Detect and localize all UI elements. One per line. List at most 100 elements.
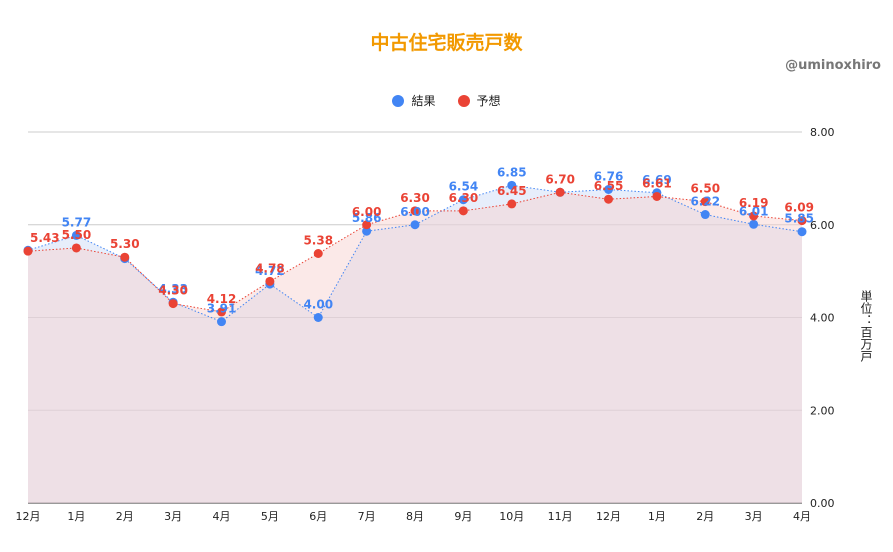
data-label-forecast: 6.45 (497, 184, 527, 198)
area-fills (28, 185, 802, 504)
data-label-forecast: 5.30 (110, 237, 140, 251)
data-label-forecast: 6.55 (594, 179, 624, 193)
data-label-forecast: 5.50 (62, 228, 92, 242)
data-point-result (797, 227, 807, 237)
data-point-result (410, 220, 420, 230)
series-lines (27, 184, 803, 323)
area-fill-forecast (28, 192, 802, 503)
y-tick-label: 2.00 (810, 404, 835, 417)
legend-dot-forecast (457, 94, 470, 107)
data-label-result: 6.01 (739, 204, 769, 218)
x-tick-label: 1月 (67, 510, 85, 523)
data-point-result (71, 230, 81, 240)
x-tick-label: 8月 (406, 510, 424, 523)
y-tick-label: 6.00 (810, 219, 835, 232)
x-tick-label: 9月 (454, 510, 472, 523)
data-point-forecast (217, 307, 226, 317)
data-label-forecast: 6.70 (545, 172, 575, 186)
data-label-forecast: 6.50 (690, 182, 720, 196)
legend-dot-result (392, 94, 405, 107)
chart-title: 中古住宅販売戸数 (370, 32, 523, 54)
data-label-forecast: 4.30 (158, 284, 188, 298)
x-tick-label: 12月 (16, 510, 41, 523)
data-label-forecast: 5.43 (30, 231, 60, 245)
data-point-forecast (265, 276, 275, 286)
data-label-forecast: 4.12 (207, 292, 237, 306)
x-tick-label: 2月 (696, 510, 714, 523)
x-tick-label: 11月 (548, 510, 573, 523)
data-point-forecast (168, 299, 178, 309)
axis-ticks: 0.00 2.00 4.00 6.00 8.00 12月 1月 2月 3月 4月 5月 6月 7月 8月 9… (16, 126, 835, 523)
data-label-result: 6.76 (594, 170, 624, 184)
data-label-forecast: 4.78 (255, 261, 285, 275)
data-point-forecast (410, 206, 420, 216)
data-point-forecast (120, 252, 130, 262)
x-tick-label: 1月 (648, 510, 666, 523)
data-point-result (458, 195, 468, 205)
data-point-result (507, 180, 517, 190)
data-point-result (749, 219, 759, 229)
data-point-result (217, 317, 226, 327)
data-point-forecast (71, 243, 81, 253)
data-point-result (604, 185, 613, 195)
data-label-forecast: 5.38 (303, 234, 333, 248)
data-label-forecast: 6.19 (739, 196, 769, 210)
chart-legend: 結果 予想 (0, 92, 893, 109)
data-point-result (313, 313, 323, 322)
x-tick-label: 3月 (164, 510, 182, 523)
data-point-forecast (700, 197, 710, 207)
legend-label-forecast: 予想 (476, 94, 501, 108)
data-label-forecast: 6.30 (400, 191, 430, 205)
x-tick-label: 7月 (358, 510, 376, 523)
y-axis-label: 単位：百万戸 (859, 290, 873, 362)
x-tick-label: 12月 (596, 510, 621, 523)
x-tick-label: 3月 (745, 510, 763, 523)
data-point-forecast (507, 199, 517, 209)
data-label-forecast: 6.00 (352, 205, 382, 219)
data-label-forecast: 6.30 (449, 191, 479, 205)
data-point-forecast (652, 191, 662, 201)
x-tick-label: 5月 (261, 510, 279, 523)
data-label-result: 6.85 (497, 165, 527, 179)
data-label-result: 5.85 (784, 212, 814, 226)
series-line-result (27, 184, 803, 323)
data-label-result: 6.69 (642, 173, 672, 187)
data-point-forecast (313, 249, 323, 259)
data-label-result: 5.86 (352, 211, 382, 225)
data-label-result: 6.54 (449, 180, 479, 194)
y-tick-label: 0.00 (810, 497, 835, 510)
data-point-forecast (458, 206, 468, 216)
data-point-forecast (604, 194, 613, 204)
y-tick-label: 4.00 (810, 312, 835, 325)
data-point-forecast (749, 211, 759, 221)
data-label-result: 6.00 (400, 205, 430, 219)
series-line-forecast (27, 191, 803, 313)
data-point-forecast (797, 216, 807, 226)
x-tick-label: 10月 (499, 510, 524, 523)
legend-item-forecast[interactable]: 予想 (457, 92, 501, 109)
legend-label-result: 結果 (411, 94, 436, 108)
x-tick-label: 4月 (793, 510, 811, 523)
legend-item-result[interactable]: 結果 (392, 92, 436, 109)
x-tick-label: 4月 (213, 510, 231, 523)
data-point-forecast (23, 246, 33, 256)
data-labels: 5.774.333.914.724.005.86 6.006.546.85 6.76… (30, 165, 814, 315)
x-tick-label: 2月 (116, 510, 134, 523)
data-label-result: 4.72 (255, 264, 285, 278)
data-label-forecast: 6.09 (784, 201, 814, 215)
data-label-result: 5.77 (62, 215, 92, 229)
y-tick-label: 8.00 (810, 126, 835, 139)
credit-text: @uminoxhiro (785, 58, 881, 73)
data-point-forecast (555, 187, 565, 197)
data-point-result (362, 226, 372, 236)
data-label-result: 4.33 (158, 282, 188, 296)
area-fill-result (28, 185, 802, 504)
data-point-forecast (362, 220, 372, 230)
data-label-result: 4.00 (303, 298, 333, 312)
data-label-result: 3.91 (207, 302, 237, 316)
data-label-result: 6.22 (690, 195, 720, 209)
data-label-forecast: 6.61 (642, 176, 672, 190)
data-points (23, 180, 807, 327)
data-point-result (700, 210, 710, 220)
